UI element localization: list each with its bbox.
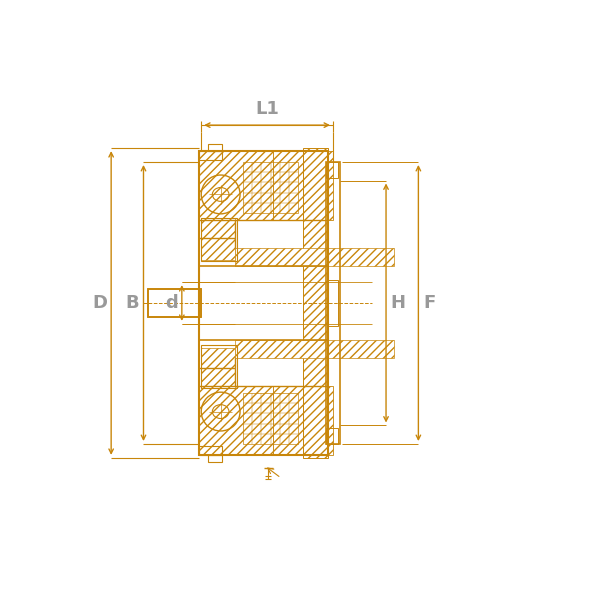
Text: H: H [390, 294, 405, 312]
Bar [303, 148, 328, 458]
Bar [235, 340, 394, 358]
Bar [201, 344, 237, 388]
Bar [303, 386, 328, 453]
Bar [201, 348, 235, 388]
Bar [243, 393, 298, 444]
Bar [199, 151, 222, 160]
Bar [273, 386, 333, 455]
Text: L1: L1 [255, 100, 279, 118]
Bar [235, 248, 394, 266]
Bar [199, 266, 328, 340]
Bar [199, 151, 273, 220]
Bar [199, 386, 273, 455]
Bar [201, 218, 235, 260]
Bar [199, 446, 222, 455]
Bar [273, 151, 333, 220]
Text: D: D [92, 294, 107, 312]
Bar [326, 428, 338, 444]
Bar [199, 151, 328, 455]
Text: d: d [165, 294, 178, 312]
Bar [208, 143, 222, 151]
Bar [201, 218, 237, 262]
Bar [326, 162, 340, 444]
Bar [148, 289, 201, 317]
Bar [208, 455, 222, 463]
Text: F: F [424, 294, 436, 312]
Bar [243, 162, 298, 213]
Text: B: B [125, 294, 139, 312]
Bar [148, 289, 201, 317]
Bar [326, 162, 338, 178]
Bar [328, 280, 338, 326]
Bar [303, 153, 328, 220]
